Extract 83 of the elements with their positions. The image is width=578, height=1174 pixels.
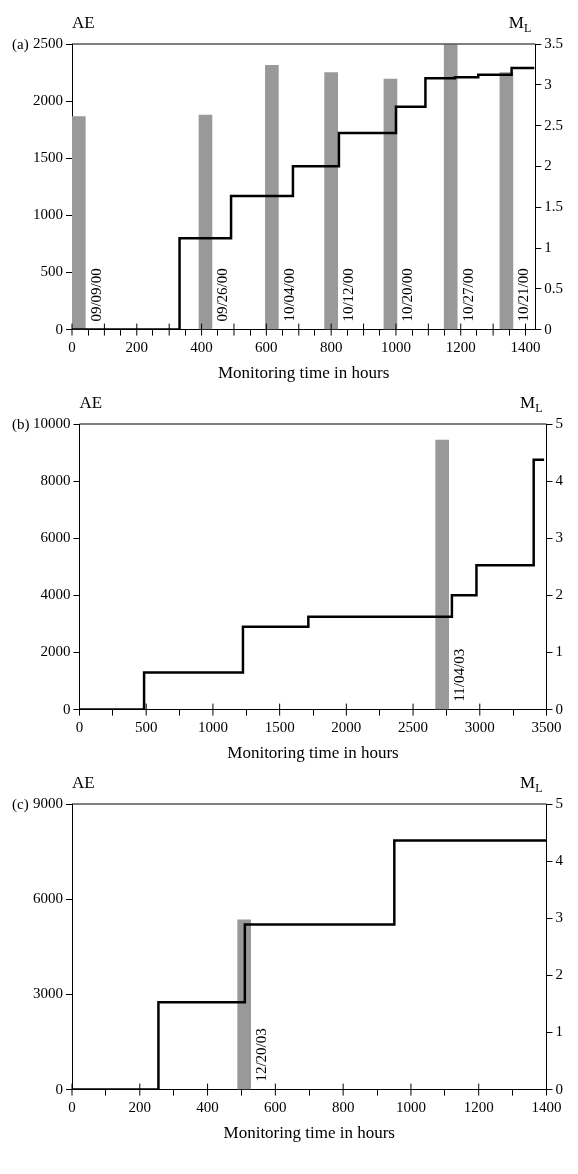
- bar: [324, 72, 338, 330]
- annotation: 10/20/00: [399, 268, 416, 322]
- x-tick-label: 200: [125, 338, 149, 355]
- annotation: 10/12/00: [340, 268, 357, 322]
- annotation: 10/27/00: [459, 268, 476, 322]
- x-tick-label: 600: [255, 338, 278, 355]
- y2-tick-label: 5: [555, 414, 563, 431]
- chart-title: (a): [12, 36, 29, 53]
- x-tick-label: 0: [75, 718, 84, 735]
- y2-tick-label: 3: [544, 75, 552, 92]
- bar: [198, 114, 213, 330]
- y-axis-title: AE: [72, 773, 95, 792]
- x-tick-label: 500: [134, 718, 158, 735]
- bar: [499, 72, 514, 330]
- y-tick-label: 500: [40, 263, 63, 280]
- y-tick-label: 2000: [33, 92, 63, 109]
- y-tick-label: 4000: [40, 586, 71, 603]
- y2-tick-label: 1: [544, 238, 552, 255]
- x-tick-label: 1000: [395, 1098, 426, 1115]
- y-tick-label: 8000: [40, 472, 71, 489]
- annotation: 11/04/03: [451, 648, 468, 702]
- y-axis-title: AE: [72, 13, 95, 32]
- annotation: 12/20/03: [253, 1028, 270, 1082]
- x-tick-label: 2500: [398, 718, 429, 735]
- annotation: 10/21/00: [515, 268, 532, 322]
- x-tick-label: 800: [331, 1098, 355, 1115]
- x-tick-label: 1200: [463, 1098, 494, 1115]
- x-tick-label: 1400: [510, 338, 541, 355]
- x-tick-label: 2000: [331, 718, 362, 735]
- bar: [72, 116, 86, 330]
- x-tick-label: 400: [196, 1098, 219, 1115]
- annotation: 10/04/00: [280, 268, 297, 322]
- y2-tick-label: 3.5: [544, 34, 563, 51]
- y2-tick-label: 0: [555, 1080, 563, 1097]
- chart-title: (c): [12, 796, 29, 813]
- y2-tick-label: 3: [555, 529, 563, 546]
- x-tick-label: 1500: [264, 718, 295, 735]
- y2-tick-label: 2: [555, 966, 563, 983]
- y2-tick-label: 3: [555, 909, 563, 926]
- x-tick-label: 3000: [464, 718, 495, 735]
- bar: [443, 44, 458, 330]
- bar: [383, 78, 398, 330]
- y-tick-label: 6000: [40, 529, 71, 546]
- y2-tick-label: 2: [544, 157, 552, 174]
- x-tick-label: 3500: [531, 718, 562, 735]
- x-tick-label: 1400: [531, 1098, 562, 1115]
- x-axis-title: Monitoring time in hours: [217, 363, 390, 383]
- x-tick-label: 1000: [380, 338, 411, 355]
- x-axis-title: Monitoring time in hours: [227, 743, 399, 763]
- y-tick-label: 3000: [33, 985, 63, 1002]
- x-tick-label: 400: [190, 338, 213, 355]
- y2-tick-label: 4: [555, 852, 564, 869]
- y-tick-label: 0: [55, 1080, 63, 1097]
- chart-title: (b): [12, 416, 30, 433]
- y-tick-label: 10000: [33, 414, 71, 431]
- y-tick-label: 2000: [40, 643, 71, 660]
- bar: [265, 64, 279, 330]
- y-axis-title: AE: [79, 393, 103, 412]
- y-tick-label: 1000: [33, 206, 63, 223]
- x-tick-label: 600: [264, 1098, 287, 1115]
- y2-tick-label: 4: [555, 472, 564, 489]
- y2-tick-label: 1.5: [544, 198, 563, 215]
- y-tick-label: 1500: [33, 149, 63, 166]
- y2-tick-label: 1: [555, 643, 563, 660]
- y-tick-label: 0: [55, 320, 63, 337]
- x-tick-label: 800: [319, 338, 343, 355]
- y2-tick-label: 0.5: [544, 279, 563, 296]
- annotation: 09/09/00: [87, 268, 104, 322]
- y2-tick-label: 1: [555, 1023, 563, 1040]
- y2-tick-label: 0: [555, 700, 563, 717]
- y2-tick-label: 0: [544, 320, 552, 337]
- y-tick-label: 2500: [33, 34, 63, 51]
- y2-tick-label: 2: [555, 586, 563, 603]
- x-tick-label: 1000: [197, 718, 228, 735]
- x-tick-label: 200: [128, 1098, 152, 1115]
- y2-tick-label: 5: [555, 794, 563, 811]
- x-tick-label: 1200: [445, 338, 476, 355]
- x-axis-title: Monitoring time in hours: [223, 1123, 395, 1143]
- annotation: 09/26/00: [214, 268, 231, 322]
- y-tick-label: 0: [63, 700, 71, 717]
- y2-tick-label: 2.5: [544, 116, 563, 133]
- y-tick-label: 6000: [33, 890, 63, 907]
- y-tick-label: 9000: [33, 794, 63, 811]
